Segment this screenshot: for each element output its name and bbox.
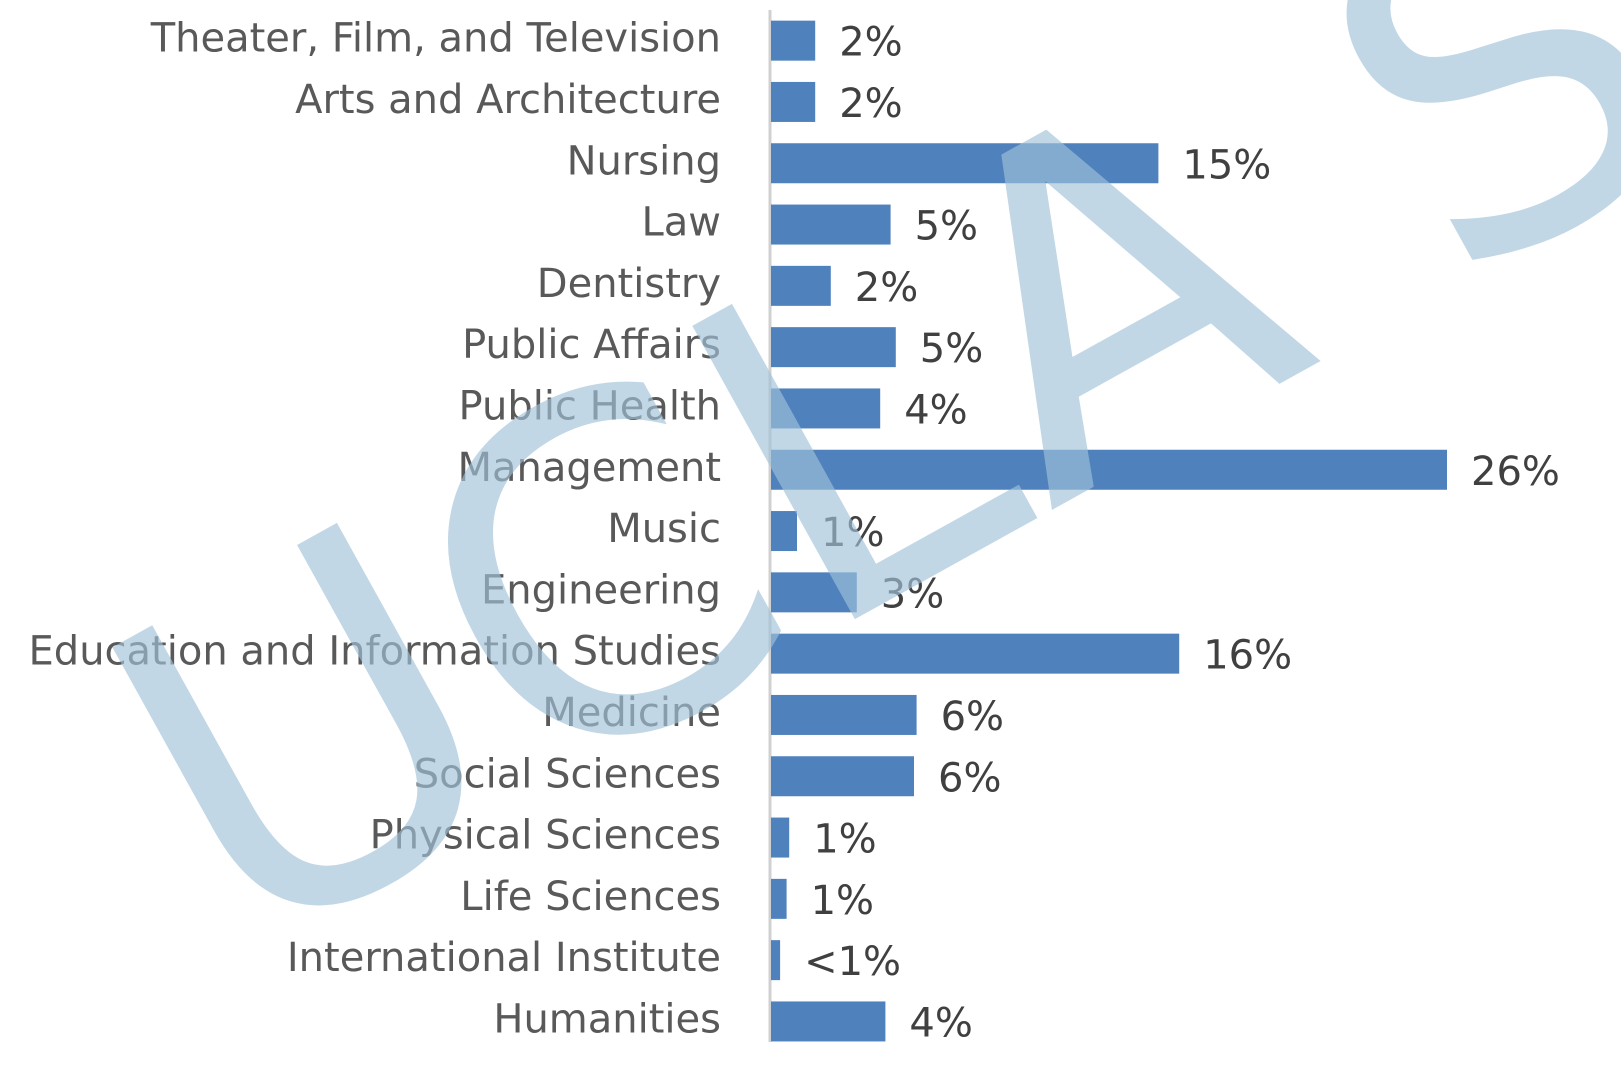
value-label: 4% <box>904 387 967 433</box>
value-label: 5% <box>920 326 983 372</box>
category-label: Theater, Film, and Television <box>150 16 721 62</box>
category-label: Life Sciences <box>460 874 721 920</box>
category-label: Social Sciences <box>414 751 721 797</box>
bar <box>771 817 790 858</box>
bar <box>771 327 896 368</box>
category-label: Education and Information Studies <box>29 629 721 675</box>
value-label: 1% <box>813 817 876 863</box>
category-label: Public Affairs <box>462 322 721 368</box>
value-label: 6% <box>941 694 1004 740</box>
category-label: Humanities <box>493 996 721 1042</box>
category-label: Dentistry <box>537 261 721 307</box>
bar <box>771 878 787 919</box>
category-label: Law <box>641 200 721 246</box>
value-label: 5% <box>915 204 978 250</box>
bar <box>771 265 831 306</box>
category-label: Music <box>607 506 721 552</box>
value-label: 6% <box>938 755 1001 801</box>
bar <box>771 388 881 429</box>
value-label: 3% <box>881 571 944 617</box>
value-label: 2% <box>855 265 918 311</box>
category-label: International Institute <box>287 935 721 981</box>
value-label: <1% <box>804 939 901 985</box>
bar <box>771 572 857 613</box>
bar <box>771 633 1180 674</box>
bar <box>771 511 797 552</box>
bar <box>771 1001 886 1042</box>
value-label: 26% <box>1471 449 1560 495</box>
value-label: 4% <box>909 1000 972 1046</box>
category-label: Public Health <box>459 383 721 429</box>
category-label: Medicine <box>542 690 721 736</box>
category-label: Arts and Architecture <box>295 77 721 123</box>
bar <box>771 81 816 122</box>
category-label: Engineering <box>481 567 721 613</box>
bar <box>771 694 917 735</box>
category-label: Nursing <box>567 138 721 184</box>
value-label: 2% <box>839 20 902 66</box>
bar <box>771 204 891 245</box>
category-label: Management <box>458 445 722 491</box>
bar <box>771 940 781 981</box>
value-label: 1% <box>821 510 884 556</box>
bar <box>771 143 1159 184</box>
value-label: 16% <box>1203 633 1292 679</box>
bar <box>771 756 914 797</box>
category-label: Physical Sciences <box>370 813 721 859</box>
bar <box>771 20 816 61</box>
value-label: 1% <box>811 878 874 924</box>
value-label: 15% <box>1182 142 1271 188</box>
bar <box>771 449 1447 490</box>
value-label: 2% <box>839 81 902 127</box>
